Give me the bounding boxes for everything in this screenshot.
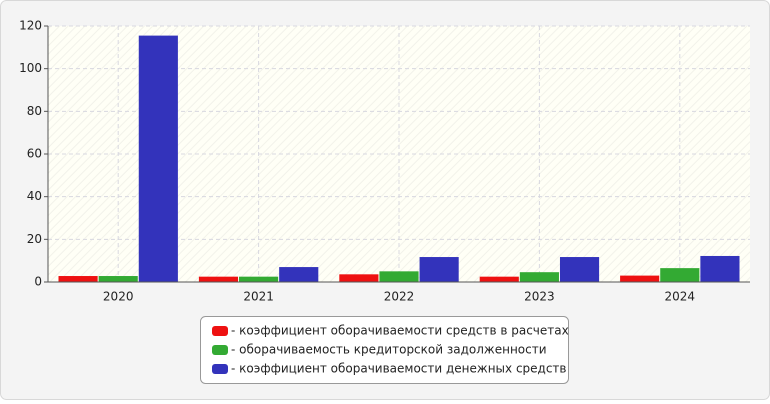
y-tick-label: 60 xyxy=(27,147,42,161)
legend-label: - коэффициент оборачиваемости средств в … xyxy=(231,324,569,338)
y-tick-label: 0 xyxy=(34,275,42,289)
bar xyxy=(559,257,600,282)
bar xyxy=(58,276,98,282)
bar xyxy=(660,268,700,282)
y-tick-label: 80 xyxy=(27,104,42,118)
bar xyxy=(700,255,740,282)
bar xyxy=(239,276,279,282)
bar xyxy=(620,275,660,282)
bar xyxy=(379,271,419,282)
bar xyxy=(519,272,559,282)
bar xyxy=(138,35,178,282)
legend-swatch xyxy=(212,364,228,374)
legend-swatch xyxy=(212,345,228,355)
y-tick-label: 100 xyxy=(19,61,42,75)
legend-label: - коэффициент оборачиваемости денежных с… xyxy=(231,362,567,376)
x-tick-label: 2020 xyxy=(103,290,134,304)
legend-box xyxy=(200,316,569,384)
y-tick-label: 120 xyxy=(19,19,42,33)
x-tick-label: 2021 xyxy=(243,290,274,304)
legend-label: - оборачиваемость кредиторской задолженн… xyxy=(231,343,547,357)
legend-swatch xyxy=(212,326,228,336)
bar xyxy=(198,276,239,282)
y-tick-label: 40 xyxy=(27,189,42,203)
x-tick-label: 2023 xyxy=(524,290,555,304)
bar xyxy=(339,274,379,282)
bar xyxy=(479,276,519,282)
x-tick-label: 2022 xyxy=(384,290,415,304)
bar xyxy=(279,267,319,282)
bar xyxy=(98,276,138,282)
x-tick-label: 2024 xyxy=(665,290,696,304)
bar xyxy=(419,257,459,282)
y-tick-label: 20 xyxy=(27,232,42,246)
